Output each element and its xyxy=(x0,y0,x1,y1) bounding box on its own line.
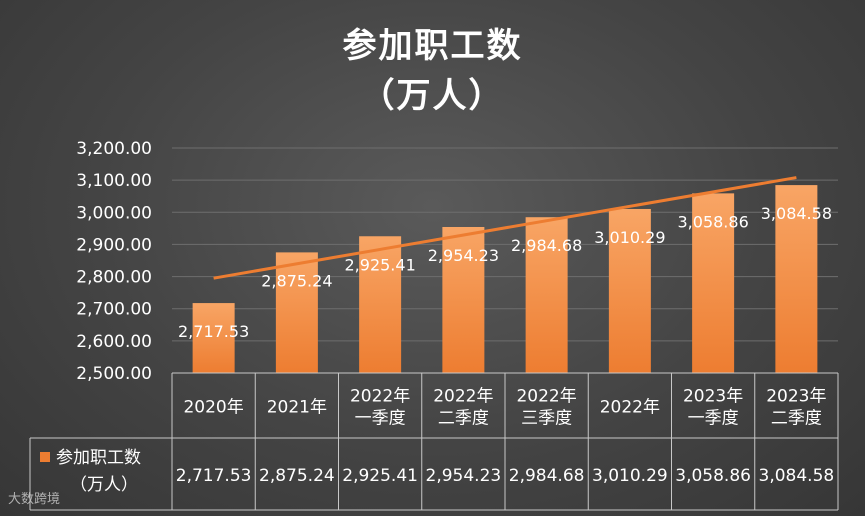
y-tick-label: 2,900.00 xyxy=(76,235,152,255)
x-tick-label: 2022年 xyxy=(433,387,493,407)
bar xyxy=(525,217,568,373)
bar xyxy=(275,252,318,373)
y-tick-label: 2,800.00 xyxy=(76,268,152,288)
x-tick-label: 2023年 xyxy=(766,387,826,407)
x-tick-label: 2022年 xyxy=(350,387,410,407)
x-tick-label: 2022年 xyxy=(600,398,660,418)
x-tick-label: 三季度 xyxy=(521,409,572,429)
x-tick-label: 二季度 xyxy=(771,409,822,429)
trendline xyxy=(213,176,797,280)
legend-label: 参加职工数 xyxy=(56,448,141,468)
table-value: 2,717.53 xyxy=(176,466,252,486)
bar xyxy=(192,303,235,373)
table-value: 2,925.41 xyxy=(342,466,418,486)
y-tick-label: 3,200.00 xyxy=(76,139,152,159)
table-value: 3,058.86 xyxy=(675,466,751,486)
legend-swatch xyxy=(40,452,50,462)
y-tick-label: 3,100.00 xyxy=(76,171,152,191)
bar xyxy=(608,208,651,373)
x-tick-label: 2021年 xyxy=(267,398,327,418)
bar xyxy=(692,193,735,373)
table-value: 2,984.68 xyxy=(509,466,585,486)
legend-label: （万人） xyxy=(70,475,138,495)
x-tick-label: 2020年 xyxy=(183,398,243,418)
data-label: 3,058.86 xyxy=(678,212,749,231)
x-tick-label: 2022年 xyxy=(516,387,576,407)
y-tick-label: 2,700.00 xyxy=(76,300,152,320)
data-label: 2,875.24 xyxy=(261,271,332,290)
x-tick-label: 一季度 xyxy=(688,409,739,429)
x-tick-label: 2023年 xyxy=(683,387,743,407)
data-label: 2,954.23 xyxy=(428,246,499,265)
x-tick-label: 二季度 xyxy=(438,409,489,429)
data-label: 2,984.68 xyxy=(511,236,582,255)
bar xyxy=(442,226,485,373)
data-label: 3,084.58 xyxy=(761,204,832,223)
table-value: 3,010.29 xyxy=(592,466,668,486)
chart-subtitle: （万人） xyxy=(360,76,505,116)
x-tick-label: 一季度 xyxy=(355,409,406,429)
watermark: 大数跨境 xyxy=(8,492,61,507)
table-value: 2,954.23 xyxy=(426,466,502,486)
y-tick-label: 2,500.00 xyxy=(76,364,152,384)
data-label: 2,925.41 xyxy=(345,255,416,274)
y-tick-label: 2,600.00 xyxy=(76,332,152,352)
bar xyxy=(359,236,402,373)
table-value: 3,084.58 xyxy=(759,466,835,486)
table-value: 2,875.24 xyxy=(259,466,335,486)
y-tick-label: 3,000.00 xyxy=(76,203,152,223)
bar xyxy=(775,185,818,373)
data-label: 2,717.53 xyxy=(178,322,249,341)
data-label: 3,010.29 xyxy=(594,228,665,247)
chart-title: 参加职工数 xyxy=(342,26,523,66)
